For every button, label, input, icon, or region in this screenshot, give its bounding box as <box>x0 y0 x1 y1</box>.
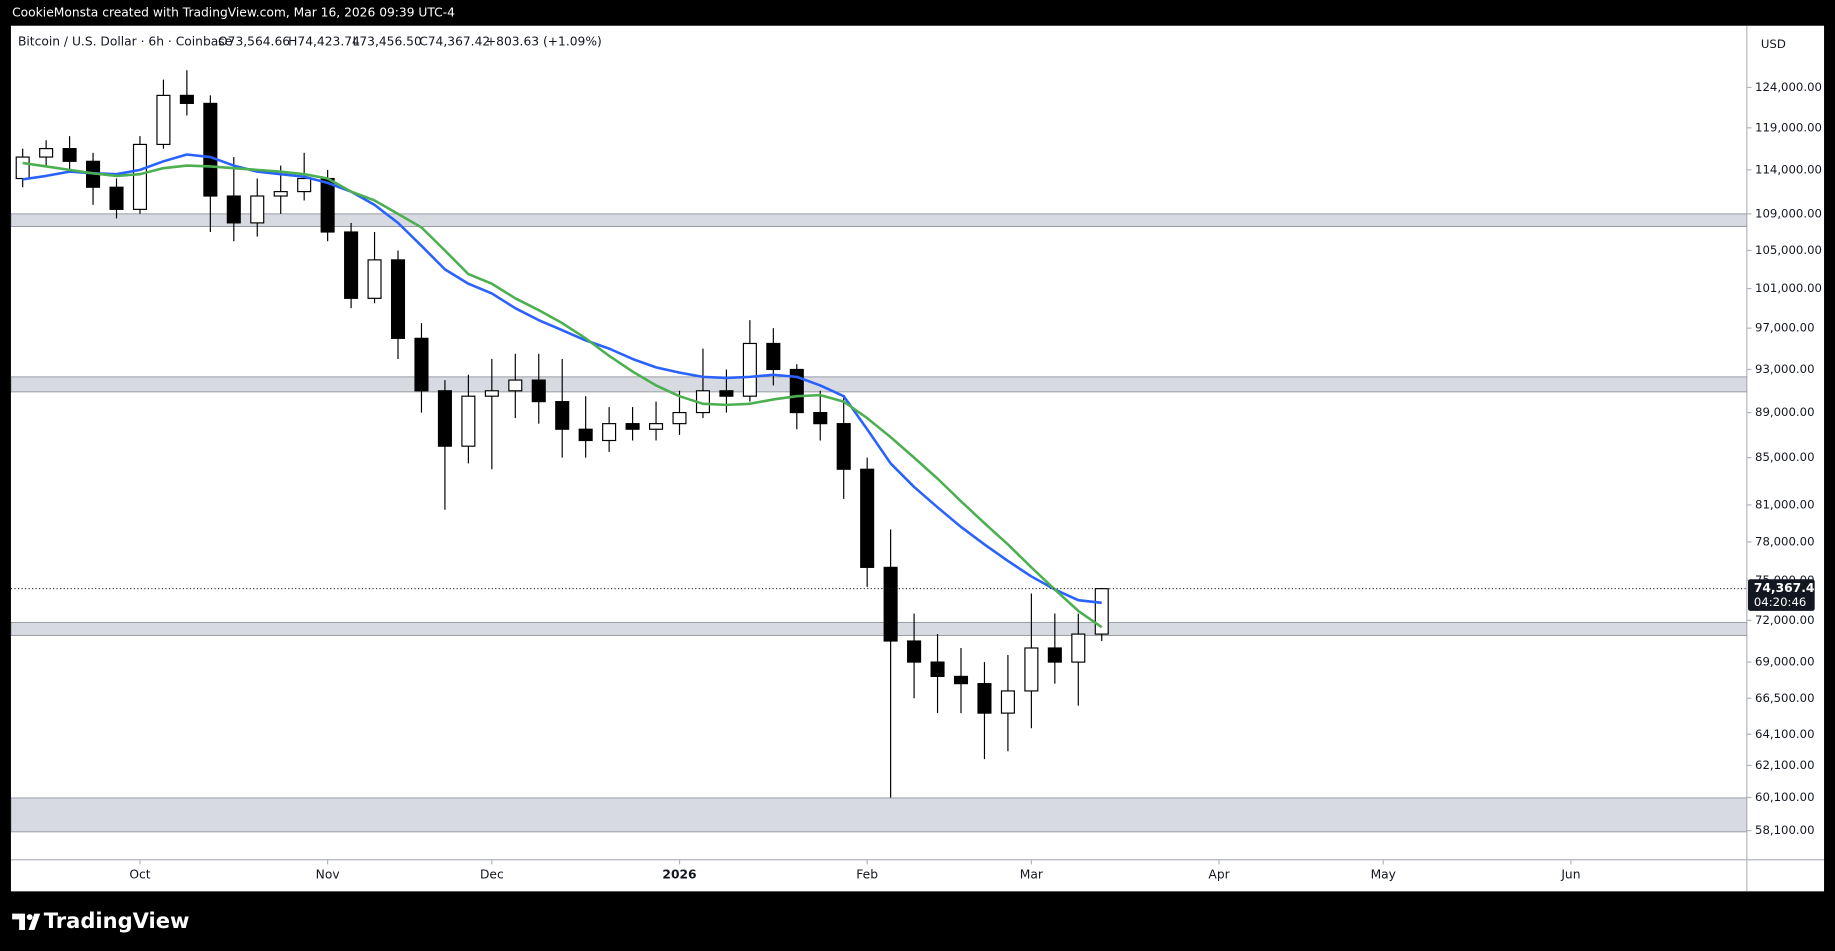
candle-body <box>977 683 992 714</box>
support-zone <box>10 797 1747 833</box>
candle-body <box>273 191 288 197</box>
candle-body <box>1071 633 1086 663</box>
x-tick-label: Feb <box>856 867 878 881</box>
candle-body <box>414 337 429 392</box>
support-zone <box>10 213 1747 227</box>
candle-body <box>484 390 499 397</box>
last-price-label: 74,367.42 <box>1754 581 1823 595</box>
brand-logo: TradingView <box>12 908 190 933</box>
logo-dot <box>26 914 33 921</box>
x-tick-label: Oct <box>129 867 150 881</box>
y-tick-label: 124,000.00 <box>1755 80 1822 94</box>
candle-body <box>930 661 945 677</box>
x-tick-label: 2026 <box>662 867 696 881</box>
y-tick-label: 58,100.00 <box>1755 823 1814 837</box>
y-tick-label: 81,000.00 <box>1755 497 1814 511</box>
moving-average <box>22 161 1103 629</box>
candle-body <box>1047 647 1062 663</box>
candle-body <box>555 401 570 430</box>
y-tick-label: 119,000.00 <box>1755 120 1822 134</box>
candle-body <box>320 177 335 233</box>
candle-body <box>203 102 218 197</box>
candle-body <box>437 390 452 447</box>
x-tick-label: Jun <box>1560 867 1580 881</box>
legend: Bitcoin / U.S. Dollar · 6h · Coinbase O7… <box>18 35 602 49</box>
y-tick-label: 109,000.00 <box>1755 206 1822 220</box>
candle-body <box>602 423 617 442</box>
y-tick-label: 85,000.00 <box>1755 450 1814 464</box>
candle-body <box>625 423 640 430</box>
candle-body <box>1000 690 1015 714</box>
candle-body <box>344 231 359 299</box>
candle-body <box>672 411 687 425</box>
candle-body <box>907 640 922 663</box>
plot-area <box>10 70 1747 833</box>
y-tick-label: 114,000.00 <box>1755 162 1822 176</box>
candle-body <box>226 195 241 224</box>
y-tick-label: 78,000.00 <box>1755 534 1814 548</box>
candle-body <box>836 423 851 470</box>
candle-body <box>132 143 148 210</box>
candle-body <box>367 259 382 299</box>
y-tick-label: 60,100.00 <box>1755 790 1814 804</box>
candle-body <box>297 177 312 193</box>
candle-body <box>390 259 406 339</box>
countdown-label: 04:20:46 <box>1754 595 1807 609</box>
y-tick-label: 105,000.00 <box>1755 243 1822 257</box>
y-tick-label: 66,500.00 <box>1755 691 1814 705</box>
high-value: H74,423.74 <box>288 35 360 49</box>
candle-body <box>62 148 77 162</box>
logo-icon <box>12 913 41 930</box>
candle-body <box>461 395 476 447</box>
moving-average <box>22 153 1102 605</box>
candle-body <box>531 379 546 403</box>
support-zone <box>10 376 1747 393</box>
candle-body <box>109 186 124 210</box>
candle-body <box>860 468 875 568</box>
open-value: O73,564.66 <box>218 35 290 49</box>
currency-label: USD <box>1761 37 1786 51</box>
y-tick-label: 69,000.00 <box>1755 655 1814 669</box>
low-value: L73,456.50 <box>353 35 422 49</box>
candle-body <box>179 94 194 104</box>
candle-body <box>578 428 593 442</box>
candle-body <box>883 566 898 642</box>
symbol: Bitcoin / U.S. Dollar · 6h · Coinbase <box>18 35 232 49</box>
candle-body <box>953 675 969 685</box>
candle-body <box>15 156 30 180</box>
y-tick-label: 72,000.00 <box>1755 613 1814 627</box>
candle-body <box>156 94 171 146</box>
support-zone <box>10 621 1747 636</box>
candle-body <box>250 195 265 224</box>
candle-body <box>766 342 781 371</box>
x-tick-label: Nov <box>316 867 340 881</box>
candle-body <box>813 411 828 425</box>
y-tick-label: 64,100.00 <box>1755 727 1814 741</box>
change-value: +803.63 (+1.09%) <box>486 35 602 49</box>
y-tick-label: 89,000.00 <box>1755 405 1814 419</box>
candle-body <box>719 390 734 397</box>
candle-body <box>742 342 757 397</box>
x-tick-label: Mar <box>1020 867 1044 881</box>
brand-name: TradingView <box>44 908 190 933</box>
candle-body <box>39 148 54 158</box>
candle-body <box>649 423 664 430</box>
close-value: C74,367.42 <box>419 35 490 49</box>
x-tick-label: Dec <box>480 867 504 881</box>
y-tick-label: 62,100.00 <box>1755 758 1814 772</box>
y-tick-label: 101,000.00 <box>1755 281 1822 295</box>
x-tick-label: May <box>1371 867 1396 881</box>
candle-body <box>1024 647 1039 692</box>
x-tick-label: Apr <box>1208 867 1230 881</box>
candle-body <box>1094 588 1109 635</box>
attribution: CookieMonsta created with TradingView.co… <box>12 5 455 19</box>
candle-body <box>789 368 804 414</box>
y-tick-label: 97,000.00 <box>1755 321 1814 335</box>
candle-body <box>508 379 523 392</box>
last-price-box <box>1748 579 1815 611</box>
y-tick-label: 93,000.00 <box>1755 362 1814 376</box>
chart-pane <box>10 25 1825 892</box>
